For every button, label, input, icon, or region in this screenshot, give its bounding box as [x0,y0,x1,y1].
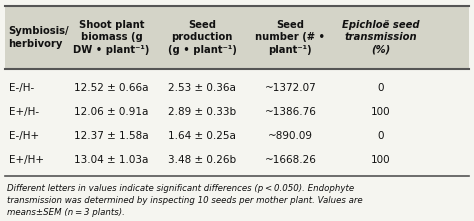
Text: 3.48 ± 0.26b: 3.48 ± 0.26b [168,155,236,165]
Text: 2.89 ± 0.33b: 2.89 ± 0.33b [168,107,236,117]
Text: 0: 0 [378,84,384,93]
Text: 100: 100 [371,107,391,117]
Text: 12.52 ± 0.66a: 12.52 ± 0.66a [74,84,149,93]
Text: 1.64 ± 0.25a: 1.64 ± 0.25a [168,131,236,141]
Text: ~890.09: ~890.09 [268,131,313,141]
Text: ~1372.07: ~1372.07 [264,84,316,93]
FancyBboxPatch shape [5,6,469,69]
Text: Symbiosis/
herbivory: Symbiosis/ herbivory [9,26,69,49]
Text: 0: 0 [378,131,384,141]
Text: 13.04 ± 1.03a: 13.04 ± 1.03a [74,155,149,165]
Text: Shoot plant
biomass (g
DW • plant⁻¹): Shoot plant biomass (g DW • plant⁻¹) [73,20,150,55]
Text: Epichloë seed
transmission
(%): Epichloë seed transmission (%) [342,20,420,55]
Text: ~1668.26: ~1668.26 [264,155,316,165]
Text: E+/H-: E+/H- [9,107,39,117]
Text: Seed
production
(g • plant⁻¹): Seed production (g • plant⁻¹) [168,20,237,55]
Text: E-/H-: E-/H- [9,84,34,93]
Text: 2.53 ± 0.36a: 2.53 ± 0.36a [168,84,236,93]
Text: E-/H+: E-/H+ [9,131,39,141]
Text: ~1386.76: ~1386.76 [264,107,316,117]
Text: Seed
number (# •
plant⁻¹): Seed number (# • plant⁻¹) [255,20,326,55]
Text: 100: 100 [371,155,391,165]
Text: 12.06 ± 0.91a: 12.06 ± 0.91a [74,107,149,117]
Text: Different letters in values indicate significant differences (p < 0.050). Endoph: Different letters in values indicate sig… [7,184,363,217]
Text: E+/H+: E+/H+ [9,155,44,165]
Text: 12.37 ± 1.58a: 12.37 ± 1.58a [74,131,149,141]
